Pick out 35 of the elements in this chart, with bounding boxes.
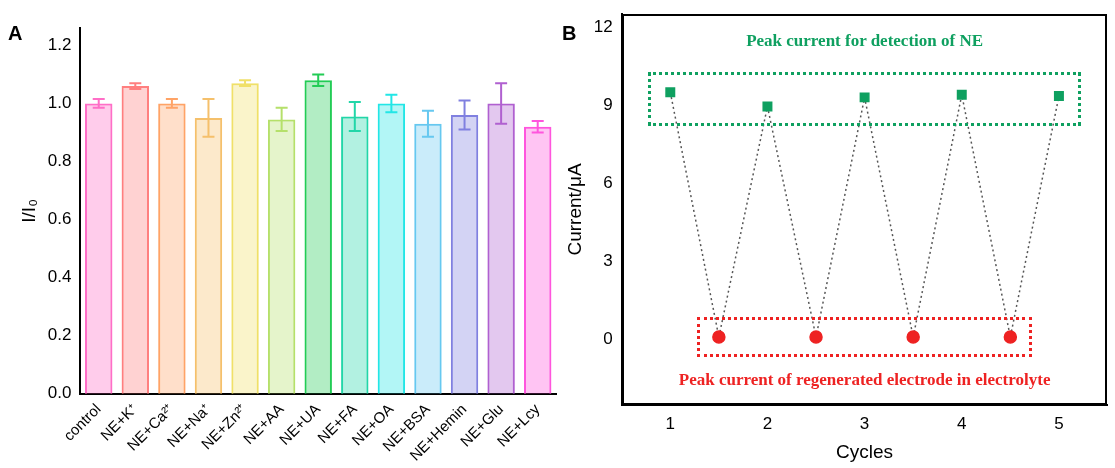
y-tick-label: 0.2 [47,325,72,345]
point [762,101,773,112]
y-axis-title: Current/μA [563,162,585,256]
y-tick-label: 12 [593,16,613,36]
y-tick-label: 9 [603,94,613,114]
point [809,330,823,344]
point [1003,330,1018,344]
y-tick-label: 1.0 [47,93,72,113]
text: A [8,22,23,45]
y-tick-label: 3 [603,251,613,271]
point [956,89,967,100]
y-tick-label: 0.4 [47,267,72,287]
point [712,330,726,344]
y-tick-label: 6 [603,173,613,193]
y-tick-label: 0.0 [47,383,72,403]
y-tick-label: 0.8 [47,151,72,171]
y-tick-label: 0.6 [47,209,72,229]
x-tick-label: 4 [957,413,967,433]
x-tick-label: 1 [665,413,676,433]
bar [121,86,150,394]
point [1053,91,1064,102]
point [859,92,870,103]
x-tick-label: 2 [762,413,773,433]
bar [231,83,259,394]
x-axis-title: Cycles [836,440,894,462]
annotation: Peak current of regenerated electrode in electrolyte [678,370,1051,390]
x-tick-label: 3 [859,413,870,433]
y-tick-label: 0 [603,329,613,349]
y-tick-label: 1.2 [47,35,72,55]
annotation: Peak current for detection of NE [746,31,984,51]
point [906,330,920,344]
y-axis-title: I/I₀ [17,198,39,223]
point [665,87,676,98]
x-tick-label: 5 [1054,413,1064,433]
text: B [562,22,577,45]
